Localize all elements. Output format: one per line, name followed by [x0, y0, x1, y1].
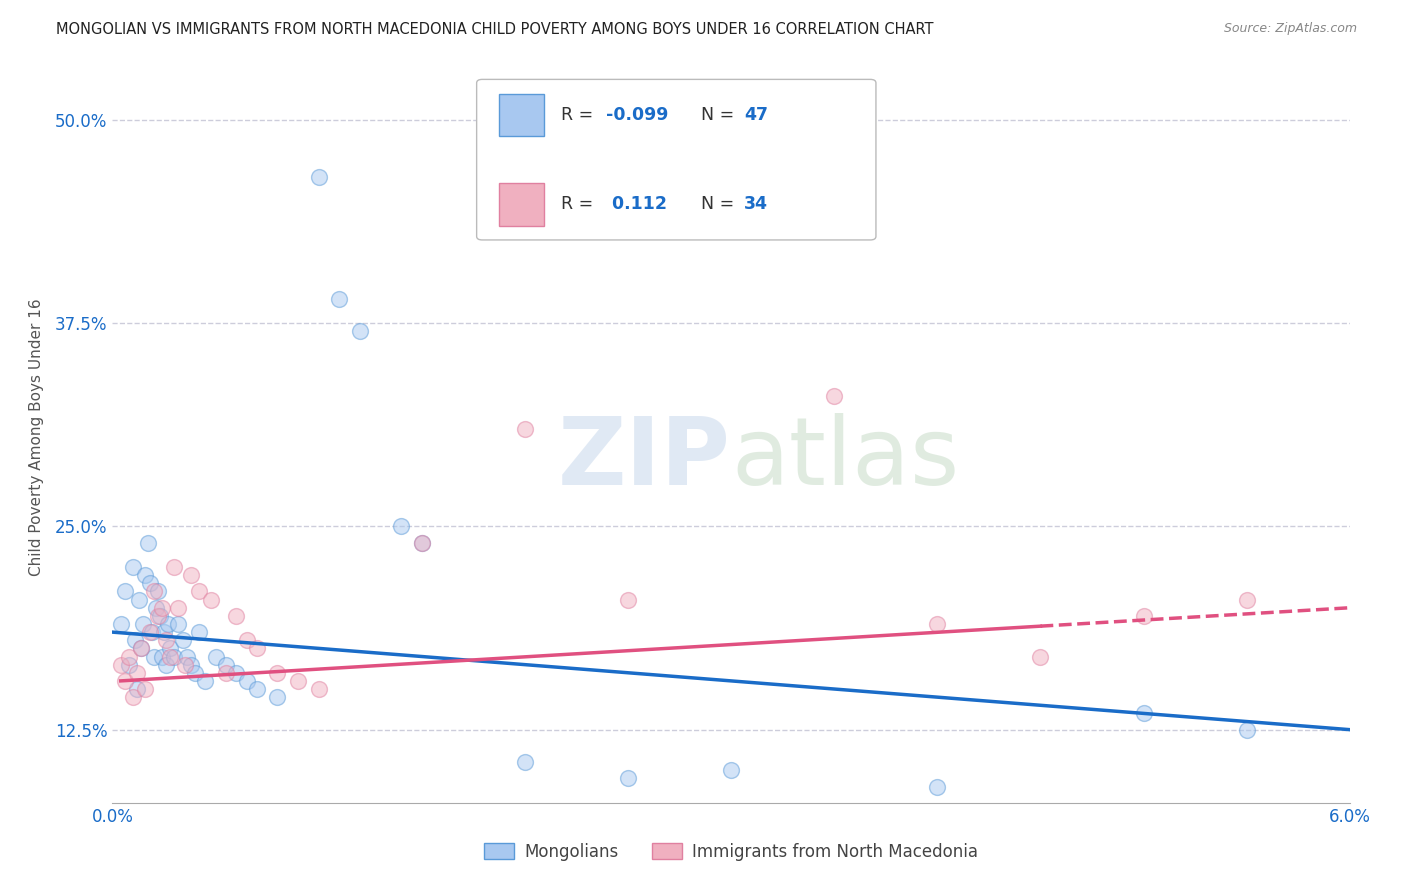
Text: 34: 34: [744, 195, 768, 213]
Point: [122, 560, 145, 574]
Point: [411, 535, 433, 549]
Point: [266, 690, 288, 705]
Point: [184, 665, 207, 680]
Point: [167, 617, 190, 632]
Point: [134, 681, 156, 696]
Point: [411, 535, 433, 549]
Point: [513, 422, 536, 436]
Point: [172, 633, 194, 648]
Point: [114, 673, 136, 688]
Point: [127, 681, 149, 696]
Point: [389, 519, 412, 533]
Point: [215, 665, 238, 680]
Point: [188, 584, 211, 599]
Point: [155, 657, 177, 672]
Point: [328, 292, 350, 306]
Point: [145, 600, 167, 615]
Point: [131, 641, 153, 656]
Text: ZIP: ZIP: [558, 413, 731, 505]
Point: [127, 665, 149, 680]
Text: atlas: atlas: [731, 413, 959, 505]
Point: [118, 649, 141, 664]
Text: N =: N =: [690, 106, 740, 124]
Point: [225, 665, 247, 680]
Legend: Mongolians, Immigrants from North Macedonia: Mongolians, Immigrants from North Macedo…: [478, 837, 984, 868]
Point: [138, 576, 160, 591]
Point: [308, 681, 330, 696]
Point: [142, 649, 165, 664]
Point: [132, 617, 155, 632]
Point: [118, 657, 141, 672]
Text: -0.099: -0.099: [606, 106, 668, 124]
Point: [235, 673, 257, 688]
Text: N =: N =: [690, 195, 740, 213]
Point: [110, 617, 132, 632]
Text: R =: R =: [561, 106, 599, 124]
Point: [235, 633, 257, 648]
Point: [188, 625, 211, 640]
Point: [153, 625, 176, 640]
Point: [141, 625, 163, 640]
Point: [150, 600, 173, 615]
Point: [134, 568, 156, 582]
Point: [128, 592, 150, 607]
Point: [266, 665, 288, 680]
Point: [131, 641, 153, 656]
Point: [823, 389, 845, 403]
Point: [200, 592, 222, 607]
Text: R =: R =: [561, 195, 599, 213]
Point: [155, 633, 177, 648]
Point: [114, 584, 136, 599]
Point: [159, 649, 181, 664]
Point: [194, 673, 217, 688]
Point: [513, 755, 536, 769]
Point: [215, 657, 238, 672]
Point: [287, 673, 309, 688]
Text: Source: ZipAtlas.com: Source: ZipAtlas.com: [1223, 22, 1357, 36]
Point: [617, 772, 640, 786]
Point: [927, 780, 949, 794]
Point: [149, 608, 172, 623]
Point: [163, 649, 186, 664]
Text: 47: 47: [744, 106, 768, 124]
Point: [146, 608, 169, 623]
Point: [246, 641, 269, 656]
Point: [146, 584, 169, 599]
Point: [204, 649, 226, 664]
Point: [720, 764, 742, 778]
Point: [349, 325, 371, 339]
Point: [167, 600, 190, 615]
Point: [124, 633, 146, 648]
Point: [138, 625, 160, 640]
Point: [122, 690, 145, 705]
Point: [1132, 608, 1154, 623]
Text: MONGOLIAN VS IMMIGRANTS FROM NORTH MACEDONIA CHILD POVERTY AMONG BOYS UNDER 16 C: MONGOLIAN VS IMMIGRANTS FROM NORTH MACED…: [56, 22, 934, 37]
Point: [927, 617, 949, 632]
Point: [1236, 723, 1258, 737]
Point: [180, 568, 202, 582]
Point: [173, 657, 195, 672]
Point: [1029, 649, 1052, 664]
Point: [157, 617, 180, 632]
Point: [142, 584, 165, 599]
Point: [180, 657, 202, 672]
Y-axis label: Child Poverty Among Boys Under 16: Child Poverty Among Boys Under 16: [30, 298, 44, 576]
Point: [136, 535, 159, 549]
Point: [150, 649, 173, 664]
Point: [1236, 592, 1258, 607]
Point: [1132, 706, 1154, 721]
Point: [110, 657, 132, 672]
Point: [176, 649, 198, 664]
Point: [163, 560, 186, 574]
Point: [617, 592, 640, 607]
Point: [159, 641, 181, 656]
Point: [308, 169, 330, 184]
Text: 0.112: 0.112: [606, 195, 666, 213]
Point: [225, 608, 247, 623]
Point: [246, 681, 269, 696]
